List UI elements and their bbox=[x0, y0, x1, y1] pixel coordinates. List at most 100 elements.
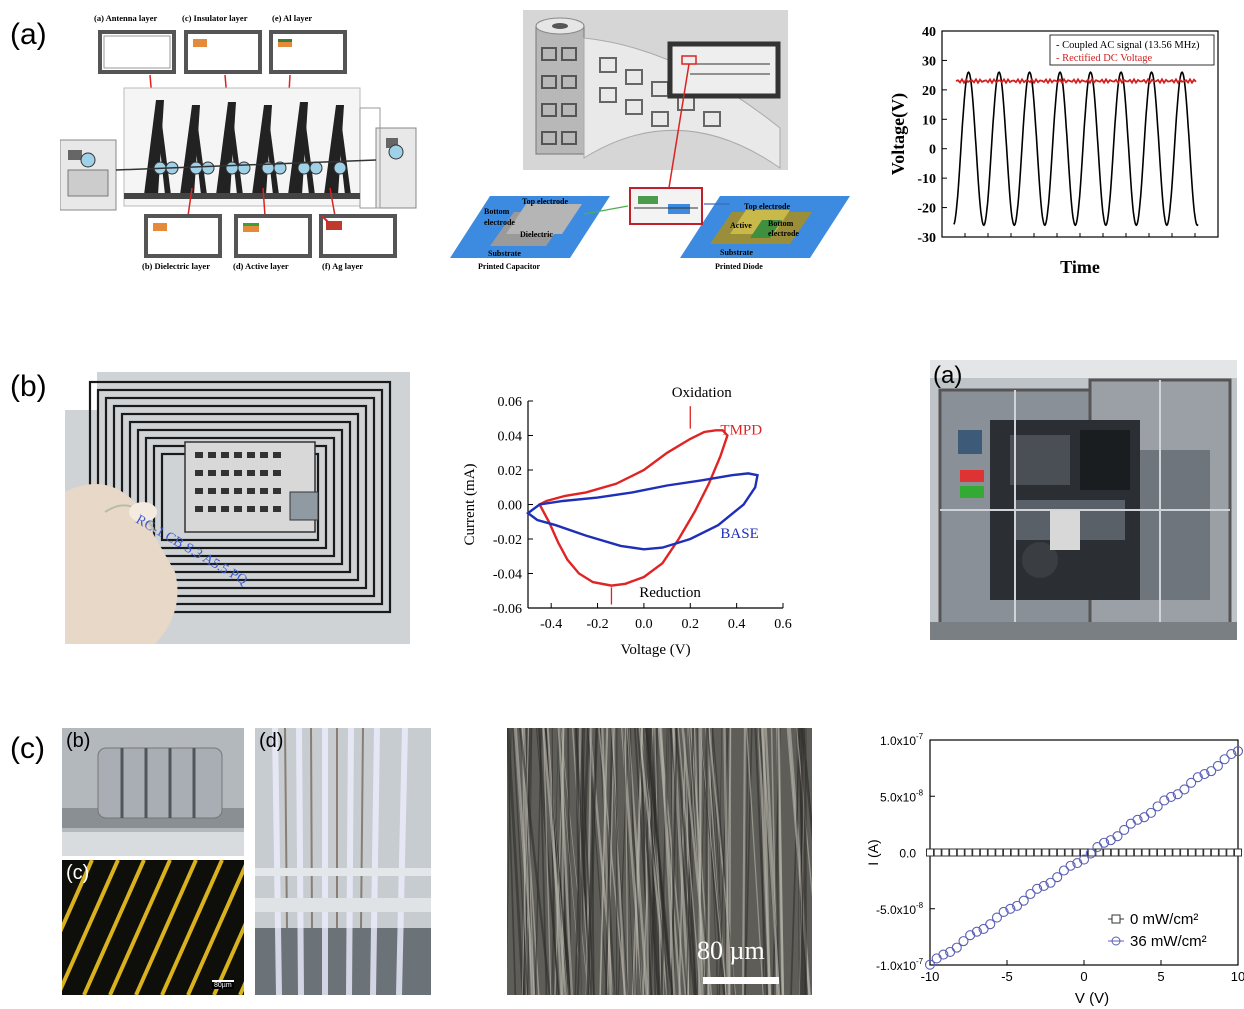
c3-point-36mw bbox=[1065, 860, 1076, 871]
b2-ytick-label: -0.04 bbox=[493, 568, 522, 583]
c3-point-36mw bbox=[1199, 768, 1210, 780]
c3-point-36mw bbox=[1058, 865, 1069, 876]
gold-lines-micrograph: (c) 80µm bbox=[62, 860, 244, 995]
legend-36mw: 36 mW/cm² bbox=[1130, 933, 1207, 950]
c3-xtick-label: 10 bbox=[1231, 969, 1244, 984]
legend-dc: - Rectified DC Voltage bbox=[1056, 53, 1152, 64]
fiber-micrograph: 80 µm bbox=[507, 728, 812, 995]
c3-ytick-exponent: -7 bbox=[916, 732, 924, 741]
b2-ytick-label: 0.04 bbox=[498, 430, 523, 445]
c3-point-36mw bbox=[931, 953, 942, 964]
a3-legend-box bbox=[1049, 34, 1215, 66]
c3-point-0mw bbox=[1072, 848, 1081, 857]
c3-point-0mw bbox=[1026, 848, 1035, 857]
c3-xtick-label: 0 bbox=[1080, 969, 1087, 984]
legend-0mw: 0 mW/cm² bbox=[1130, 911, 1198, 928]
photo-label-b: (b) bbox=[66, 730, 91, 752]
c3-point-36mw bbox=[971, 926, 982, 937]
cap-bottom-electrode: Bottom electrode bbox=[484, 207, 515, 227]
c3-point-36mw bbox=[958, 936, 969, 947]
c3-point-36mw bbox=[1052, 872, 1063, 883]
c3-point-36mw bbox=[1132, 814, 1143, 825]
b2-annotation-oxidation: Oxidation bbox=[672, 385, 732, 401]
c3-point-36mw bbox=[1005, 903, 1016, 914]
c3-point-0mw bbox=[956, 848, 965, 857]
a3-ytick-label: 40 bbox=[922, 25, 936, 40]
film-web-photo: (d) bbox=[255, 728, 431, 995]
c3-point-0mw bbox=[987, 848, 996, 857]
c3-xtick-label: -5 bbox=[1001, 969, 1013, 984]
c3-point-0mw bbox=[1203, 848, 1212, 857]
c3-ytick-exponent: -8 bbox=[916, 788, 924, 797]
c3-point-36mw bbox=[1072, 857, 1083, 869]
c3-point-0mw bbox=[1226, 848, 1235, 857]
row-label-b: (b) bbox=[10, 370, 47, 403]
c3-point-0mw bbox=[972, 848, 981, 857]
c3-point-36mw bbox=[985, 919, 996, 930]
diode-substrate: Substrate bbox=[720, 248, 753, 257]
c3-point-0mw bbox=[933, 848, 942, 857]
voltage-time-chart: 40 30 20 10 0 -10 -20 -30 - Coupled AC signal (1… bbox=[880, 15, 1230, 285]
c3-point-0mw bbox=[1003, 848, 1011, 857]
c3-point-36mw bbox=[991, 912, 1003, 923]
rfid-roll-and-devices: Top electrode Bottom electrode Dielectri… bbox=[450, 8, 855, 288]
a3-ylabel: Voltage(V) bbox=[888, 93, 909, 175]
c3-point-0mw bbox=[1187, 848, 1196, 857]
c3-point-0mw bbox=[1056, 848, 1065, 857]
c3-point-36mw bbox=[1032, 883, 1043, 894]
b2-legend-tmpd: TMPD bbox=[720, 422, 762, 438]
c3-point-0mw bbox=[1095, 848, 1104, 857]
c3-point-0mw bbox=[1080, 848, 1088, 857]
b2-xtick-label: -0.2 bbox=[586, 617, 608, 632]
c3-point-0mw bbox=[1172, 848, 1181, 857]
c3-point-36mw bbox=[1145, 807, 1157, 818]
c3-point-36mw bbox=[1232, 746, 1244, 757]
b2-xtick-label: 0.4 bbox=[728, 617, 746, 632]
c3-ytick-exponent: -8 bbox=[916, 901, 924, 910]
rfid-tag-photo: RC-1 CB S.3 A5.5 PQ bbox=[65, 372, 410, 644]
antenna-layer-label: (a) Antenna layer bbox=[94, 13, 158, 23]
c3-point-36mw bbox=[1165, 791, 1177, 802]
b2-xtick-label: -0.4 bbox=[540, 617, 562, 632]
cap-top-electrode: Top electrode bbox=[522, 197, 568, 206]
c3-point-36mw bbox=[1212, 760, 1223, 771]
diode-top-electrode: Top electrode bbox=[744, 202, 790, 211]
a3-ytick-label: 10 bbox=[922, 113, 936, 128]
iv-curve-chart: 1.0x10 -7 5.0x10 -8 0.0 -5.0x10 -8 -1.0x10 -7 -10… bbox=[860, 722, 1244, 1009]
c3-point-0mw bbox=[1110, 848, 1119, 857]
c3-point-0mw bbox=[1041, 848, 1050, 857]
cap-dielectric: Dielectric bbox=[520, 230, 553, 239]
printing-line-schematic: (a) Antenna layer (c) Insulator layer (e… bbox=[60, 10, 420, 285]
c3-point-36mw bbox=[1206, 766, 1217, 777]
diode-caption: Printed Diode bbox=[715, 262, 763, 271]
b2-ytick-label: -0.02 bbox=[493, 533, 522, 548]
micrograph-scale-label: 80 µm bbox=[697, 936, 765, 965]
active-layer-label: (d) Active layer bbox=[233, 261, 289, 271]
gold-scale-bar: 80µm bbox=[212, 980, 234, 989]
c3-point-0mw bbox=[1033, 848, 1042, 857]
a3-ytick-label: 20 bbox=[922, 84, 936, 99]
b2-annotation-reduction: Reduction bbox=[639, 585, 701, 601]
c3-point-0mw bbox=[1049, 848, 1058, 857]
a3-ytick-label: 0 bbox=[929, 143, 936, 158]
row-label-a: (a) bbox=[10, 18, 47, 51]
c3-point-0mw bbox=[1218, 848, 1227, 857]
b2-ytick-label: 0.00 bbox=[498, 499, 523, 514]
c3-point-36mw bbox=[951, 942, 962, 953]
c3-point-0mw bbox=[1126, 848, 1135, 857]
micrograph-scale-bar bbox=[703, 977, 779, 984]
c3-point-36mw bbox=[924, 959, 936, 970]
c3-point-0mw bbox=[995, 848, 1004, 857]
c3-ytick-label: 1.0x10 bbox=[880, 734, 916, 748]
cap-caption: Printed Capacitor bbox=[478, 262, 540, 271]
legend-ac: - Coupled AC signal (13.56 MHz) bbox=[1056, 40, 1200, 51]
photo-label-c: (c) bbox=[66, 862, 90, 884]
c3-point-0mw bbox=[941, 848, 950, 857]
c3-ytick-label: -1.0x10 bbox=[876, 959, 916, 973]
b2-ytick-label: -0.06 bbox=[493, 602, 522, 617]
c3-point-0mw bbox=[1103, 848, 1112, 857]
c3-point-36mw bbox=[1038, 880, 1049, 891]
b2-xtick-label: 0.0 bbox=[635, 617, 653, 632]
c3-point-0mw bbox=[926, 848, 934, 857]
c3-point-36mw bbox=[1159, 795, 1170, 806]
